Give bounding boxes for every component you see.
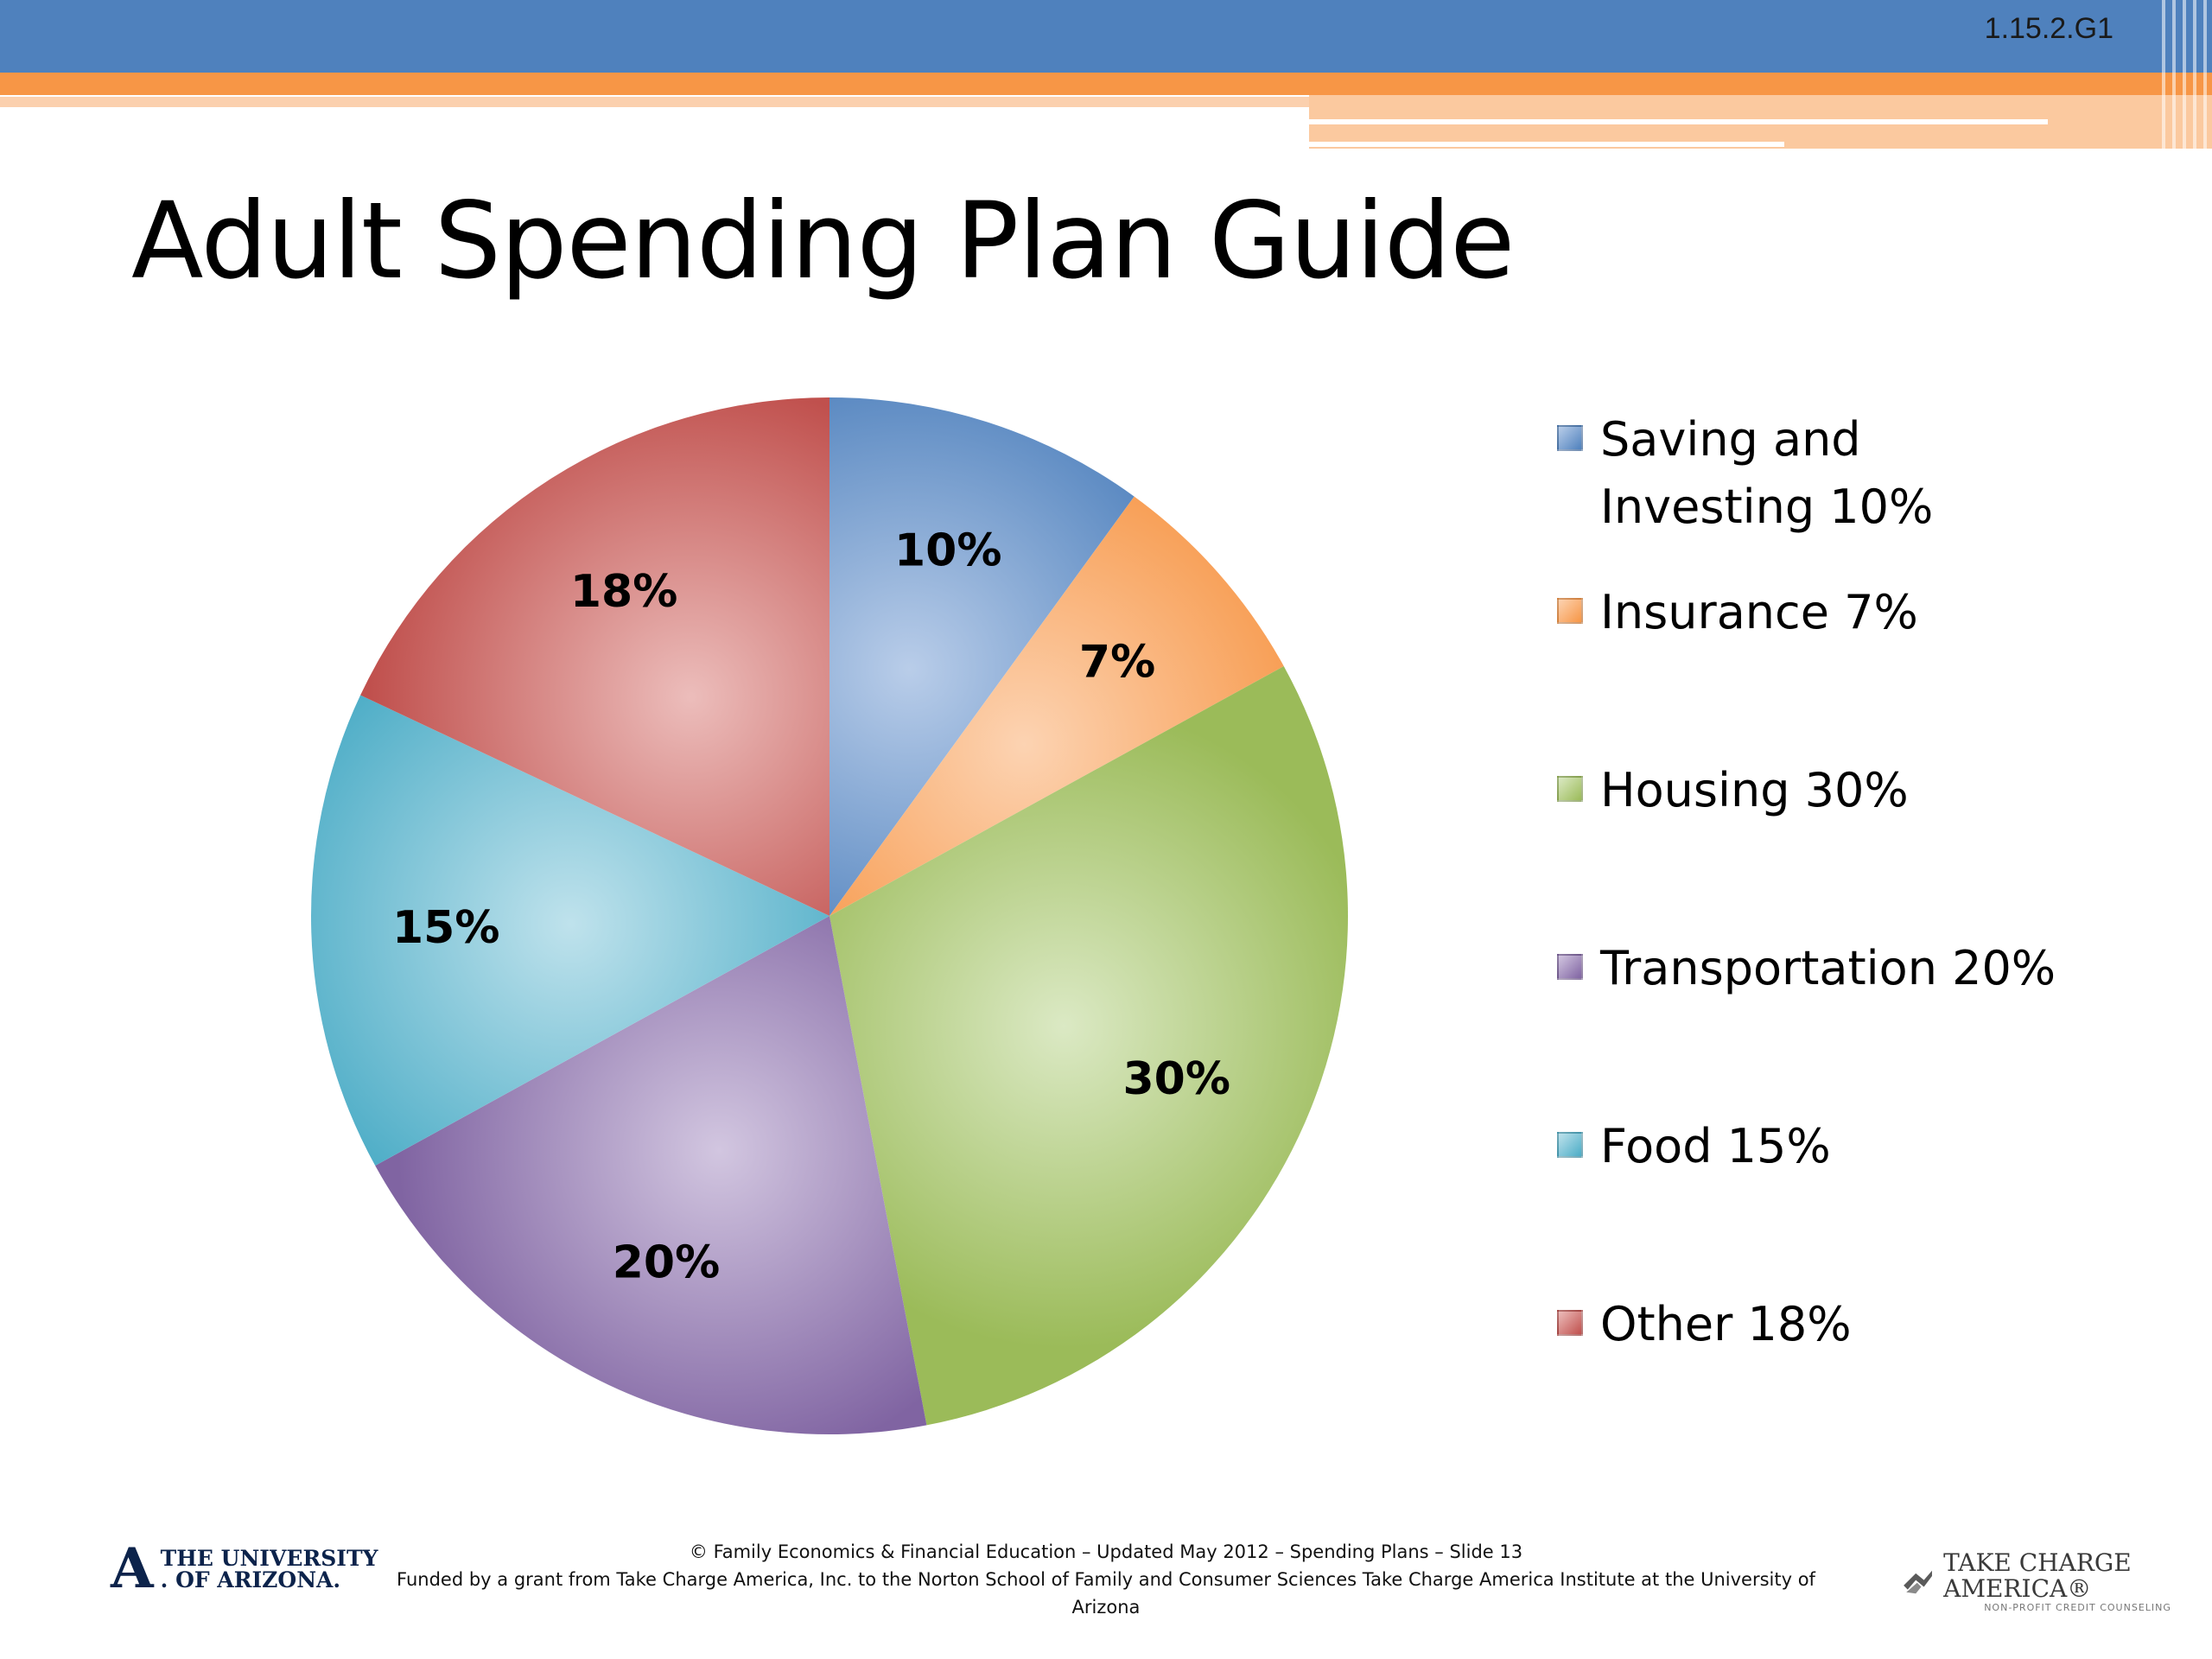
- legend-label: Insurance 7%: [1600, 585, 1918, 639]
- header-orange-band-light: [0, 97, 1309, 107]
- legend-swatch: [1557, 1310, 1583, 1336]
- flag-check-icon: [1904, 1570, 1932, 1593]
- legend-item: Transportation 20%: [1557, 935, 2084, 1002]
- pie-data-label: 20%: [613, 1237, 720, 1289]
- pie-slice-transportation: [375, 916, 927, 1434]
- legend-swatch: [1557, 954, 1583, 980]
- tca-tagline: NON-PROFIT CREDIT COUNSELING: [1984, 1602, 2171, 1613]
- pie-data-label: 7%: [1079, 636, 1155, 688]
- footer-line-copyright: © Family Economics & Financial Education…: [689, 1541, 1523, 1562]
- header-edge-stripes: [2162, 0, 2212, 149]
- pie-slices: [311, 397, 1348, 1434]
- legend-swatch: [1557, 1132, 1583, 1158]
- slide-code: 1.15.2.G1: [1984, 12, 2113, 45]
- pie-data-label: 18%: [570, 566, 677, 618]
- header-accent-line: [1309, 142, 1784, 147]
- legend-label: Other 18%: [1600, 1297, 1852, 1351]
- legend-item: Other 18%: [1557, 1291, 2084, 1358]
- footer-credit: © Family Economics & Financial Education…: [363, 1538, 1849, 1621]
- tca-name: TAKE CHARGE AMERICA®: [1943, 1548, 2132, 1603]
- legend-swatch: [1557, 598, 1583, 624]
- pie-labels: 10% 7% 30% 20% 15% 18%: [392, 525, 1230, 1289]
- legend-item: Housing 30%: [1557, 757, 2084, 824]
- pie-chart: 10% 7% 30% 20% 15% 18%: [311, 397, 1348, 1434]
- legend-label: Saving and Investing 10%: [1600, 412, 1934, 534]
- pie-slice-saving-and-investing: [830, 397, 1135, 916]
- legend-swatch: [1557, 425, 1583, 451]
- pie-data-label: 30%: [1123, 1053, 1230, 1105]
- pie-data-label: 10%: [894, 525, 1001, 577]
- header-accent-line: [1309, 119, 2048, 124]
- pie-slice-food: [311, 695, 830, 1166]
- footer-line-funding: Funded by a grant from Take Charge Ameri…: [397, 1569, 1815, 1618]
- legend-item: Insurance 7%: [1557, 579, 2084, 646]
- legend-label: Food 15%: [1600, 1119, 1831, 1173]
- university-name-line2: . OF ARIZONA.: [160, 1567, 341, 1592]
- university-name-line1: THE UNIVERSITY: [160, 1546, 378, 1571]
- university-a-mark: A: [111, 1536, 154, 1601]
- legend-item: Saving and Investing 10%: [1557, 406, 2084, 541]
- pie-slice-other: [360, 397, 830, 916]
- pie-slice-housing: [830, 665, 1348, 1426]
- legend-label: Transportation 20%: [1600, 941, 2056, 995]
- legend-item: Food 15%: [1557, 1113, 2084, 1180]
- pie-slice-insurance: [830, 496, 1284, 916]
- header-orange-band: [0, 73, 2212, 95]
- legend-label: Housing 30%: [1600, 763, 1909, 817]
- take-charge-america-logo: TAKE CHARGE AMERICA® NON-PROFIT CREDIT C…: [1901, 1550, 2212, 1613]
- university-of-arizona-logo: A THE UNIVERSITY . OF ARIZONA.: [111, 1536, 378, 1601]
- legend-swatch: [1557, 776, 1583, 802]
- pie-data-label: 15%: [392, 902, 499, 954]
- header-bar: [0, 0, 2212, 73]
- slide-title: Adult Spending Plan Guide: [131, 180, 1515, 302]
